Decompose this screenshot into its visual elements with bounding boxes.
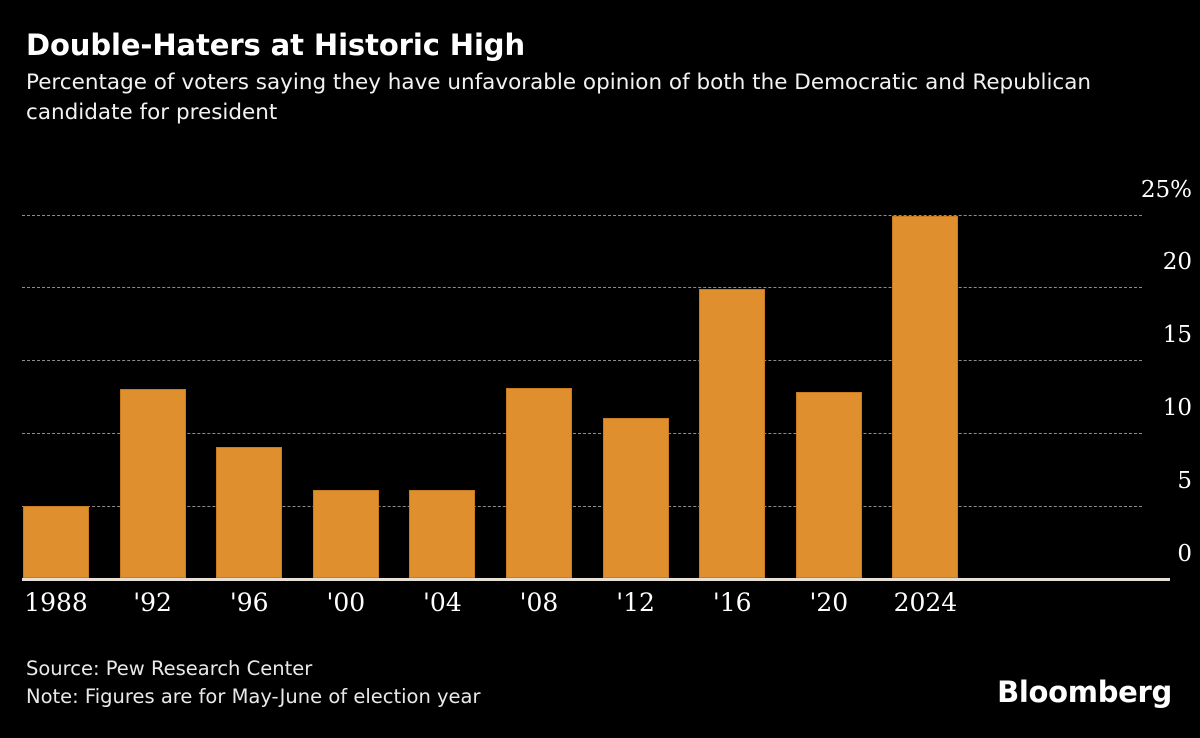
x-tick-label: 1988 [24, 588, 88, 617]
x-tick-label: '96 [229, 588, 269, 617]
gridline-15 [22, 360, 1142, 362]
gridline-5 [22, 505, 1142, 507]
bar-92 [119, 389, 186, 579]
x-tick-label: 2024 [893, 588, 958, 617]
bar-1988 [23, 505, 89, 579]
gridline-10 [22, 432, 1142, 434]
gridline-25 [22, 214, 1142, 216]
y-tick-label: 25% [1140, 176, 1192, 203]
page-title: Double-Haters at Historic High [26, 28, 526, 62]
x-tick-label: '00 [326, 588, 366, 617]
figures-note: Note: Figures are for May-June of electi… [26, 685, 481, 708]
bar-96 [216, 447, 283, 579]
bar-12 [602, 418, 669, 579]
y-tick-label: 5 [1177, 467, 1192, 494]
bar-08 [506, 387, 572, 579]
x-axis-line [22, 578, 1170, 581]
bar-20 [795, 392, 862, 579]
chart-footer: Source: Pew Research Center Note: Figure… [26, 655, 1176, 711]
bar-00 [312, 489, 379, 579]
y-tick-label: 20 [1162, 249, 1192, 276]
bar-2024 [892, 215, 959, 579]
y-tick-label: 0 [1177, 540, 1192, 567]
source-note: Source: Pew Research Center [26, 657, 313, 680]
bar-16 [699, 288, 766, 579]
x-tick-label: '92 [133, 588, 172, 617]
x-tick-label: '04 [423, 588, 462, 617]
y-tick-label: 15 [1162, 322, 1192, 349]
x-tick-label: '20 [809, 588, 849, 617]
chart-header: Double-Haters at Historic High Percentag… [26, 28, 1186, 128]
chart-subtitle: Percentage of voters saying they have un… [26, 70, 1092, 125]
gridline-20 [22, 287, 1142, 289]
y-tick-label: 10 [1162, 394, 1192, 421]
bar-04 [409, 489, 476, 579]
bloomberg-logo: Bloomberg [997, 675, 1172, 709]
x-tick-label: '12 [616, 588, 655, 617]
x-tick-label: '16 [712, 588, 752, 617]
x-tick-label: '08 [519, 588, 559, 617]
